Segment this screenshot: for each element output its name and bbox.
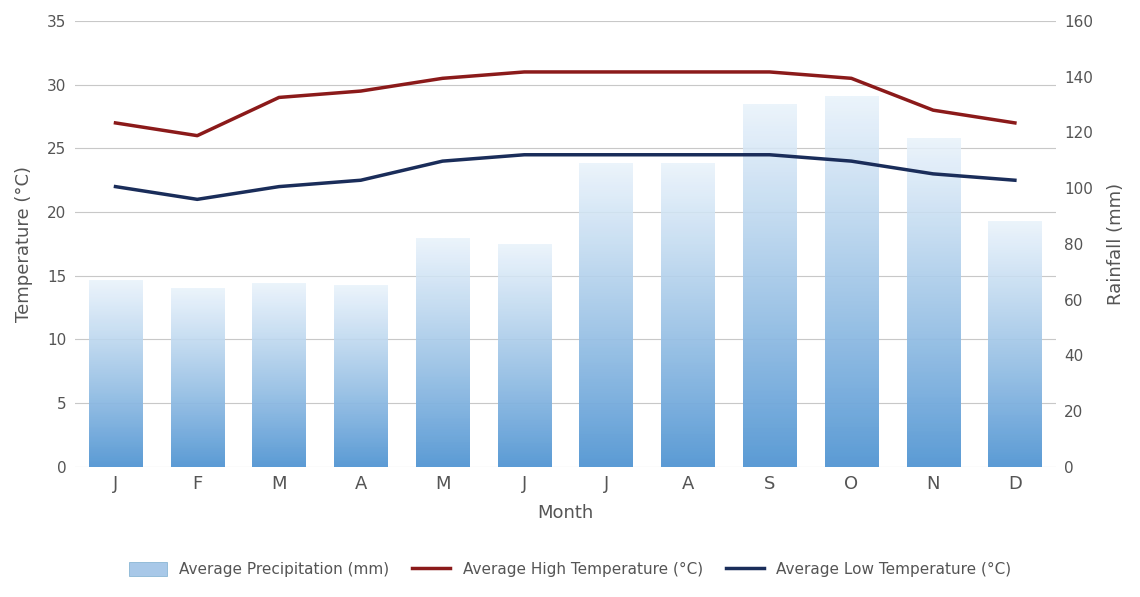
Y-axis label: Temperature (°C): Temperature (°C): [15, 166, 33, 322]
Y-axis label: Rainfall (mm): Rainfall (mm): [1107, 183, 1125, 305]
Legend: Average Precipitation (mm), Average High Temperature (°C), Average Low Temperatu: Average Precipitation (mm), Average High…: [123, 556, 1017, 583]
X-axis label: Month: Month: [537, 504, 593, 522]
